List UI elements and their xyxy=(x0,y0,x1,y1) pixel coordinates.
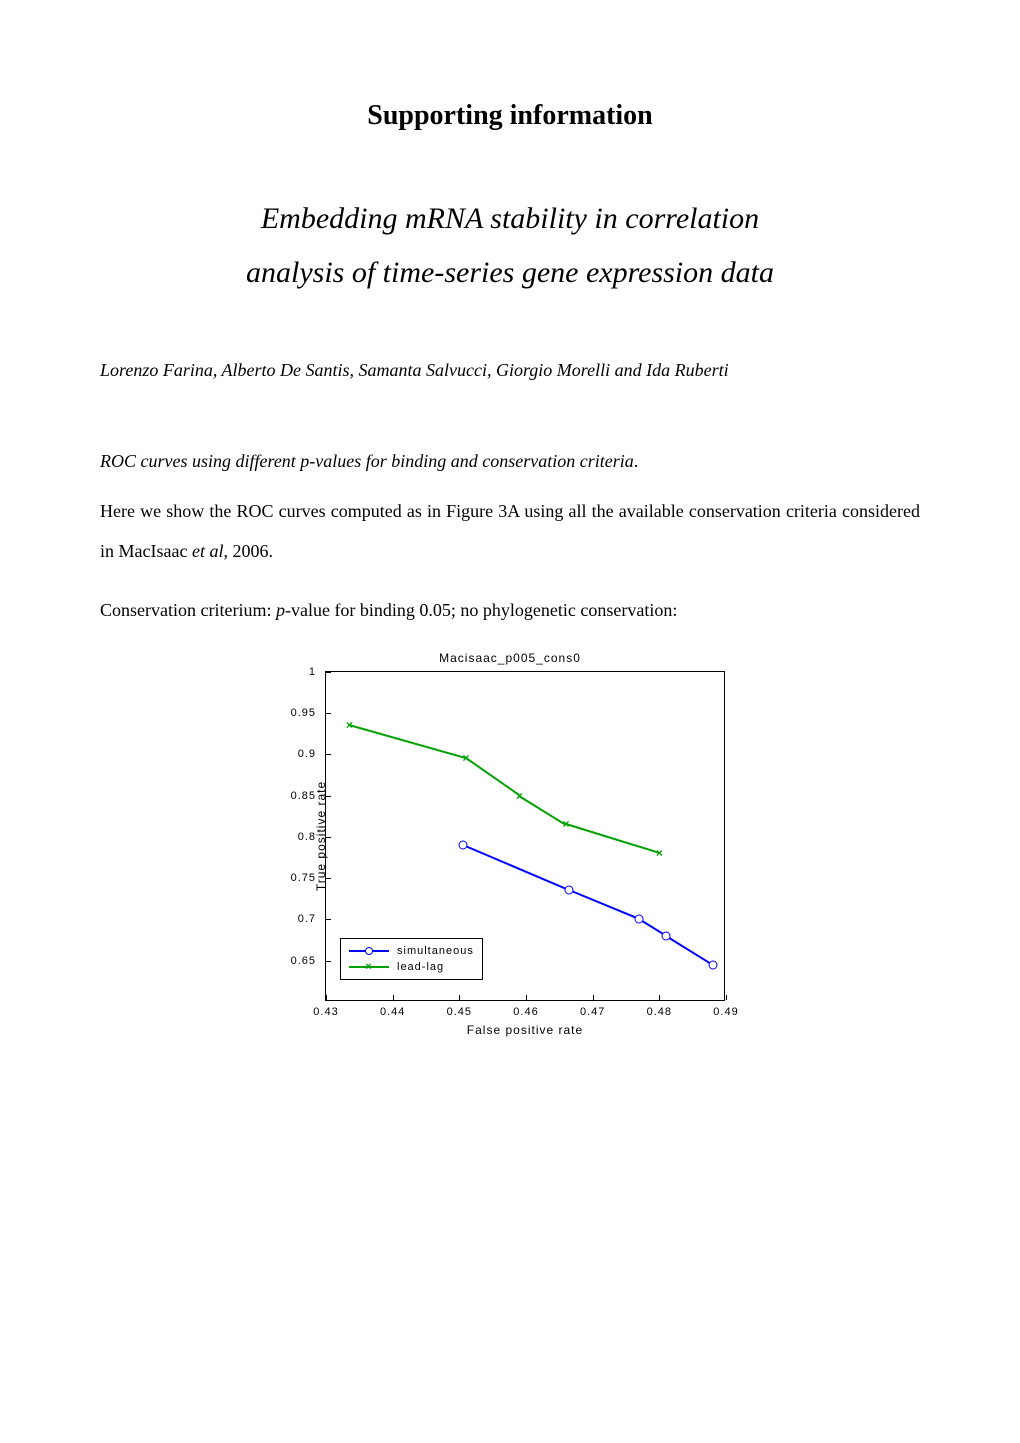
circle-marker xyxy=(708,960,717,969)
legend-line-sample: × xyxy=(349,966,389,968)
y-tick-mark xyxy=(326,796,331,797)
x-tick-label: 0.47 xyxy=(580,1006,605,1018)
legend-line-sample xyxy=(349,950,389,952)
circle-marker xyxy=(662,931,671,940)
legend-label: lead-lag xyxy=(397,961,444,973)
x-tick-label: 0.45 xyxy=(447,1006,472,1018)
paper-title: Embedding mRNA stability in correlation … xyxy=(100,192,920,300)
x-marker: × xyxy=(561,819,571,829)
x-tick-label: 0.44 xyxy=(380,1006,405,1018)
x-marker: × xyxy=(461,753,471,763)
p2-part-b: -value for binding 0.05; no phylogenetic… xyxy=(285,600,677,620)
y-tick-label: 0.75 xyxy=(271,872,316,884)
section-heading-text: ROC curves using different p-values for … xyxy=(100,451,634,471)
y-tick-mark xyxy=(326,961,331,962)
x-tick-label: 0.49 xyxy=(713,1006,738,1018)
x-tick-mark xyxy=(326,995,327,1000)
paragraph-2: Conservation criterium: p-value for bind… xyxy=(100,591,920,631)
roc-chart: Macisaac_p005_cons0 True positive rate 0… xyxy=(270,651,750,1061)
x-tick-mark xyxy=(393,995,394,1000)
p2-part-a: Conservation criterium: xyxy=(100,600,276,620)
y-tick-mark xyxy=(326,754,331,755)
legend-circle-icon xyxy=(365,947,373,955)
legend-label: simultaneous xyxy=(397,945,474,957)
p1-part-b: , 2006. xyxy=(223,541,273,561)
page-heading: Supporting information xyxy=(100,100,920,132)
series-segment xyxy=(465,758,519,797)
x-marker: × xyxy=(654,848,664,858)
y-tick-mark xyxy=(326,878,331,879)
x-marker: × xyxy=(514,791,524,801)
y-tick-label: 0.65 xyxy=(271,955,316,967)
legend-x-icon: × xyxy=(365,961,372,973)
x-tick-mark xyxy=(459,995,460,1000)
x-marker: × xyxy=(344,720,354,730)
series-segment xyxy=(462,844,569,891)
chart-title: Macisaac_p005_cons0 xyxy=(270,651,750,665)
series-segment xyxy=(519,795,567,826)
x-tick-mark xyxy=(726,995,727,1000)
chart-wrapper: Macisaac_p005_cons0 True positive rate 0… xyxy=(100,651,920,1061)
p1-ital: et al xyxy=(192,541,224,561)
series-segment xyxy=(665,935,713,966)
x-tick-mark xyxy=(659,995,660,1000)
y-tick-label: 0.9 xyxy=(271,748,316,760)
x-tick-mark xyxy=(526,995,527,1000)
x-axis-label: False positive rate xyxy=(325,1023,725,1037)
legend-row: simultaneous xyxy=(349,943,474,959)
y-axis-label: True positive rate xyxy=(314,781,328,891)
y-tick-mark xyxy=(326,672,331,673)
series-segment xyxy=(569,889,640,920)
y-tick-label: 0.95 xyxy=(271,707,316,719)
y-tick-mark xyxy=(326,919,331,920)
p2-ital: p xyxy=(276,600,285,620)
section-heading: ROC curves using different p-values for … xyxy=(100,451,920,472)
legend: simultaneous × lead-lag xyxy=(340,938,483,980)
x-tick-mark xyxy=(593,995,594,1000)
circle-marker xyxy=(565,886,574,895)
legend-row: × lead-lag xyxy=(349,959,474,975)
y-tick-mark xyxy=(326,713,331,714)
y-tick-mark xyxy=(326,837,331,838)
title-line-2: analysis of time-series gene expression … xyxy=(246,256,774,289)
plot-area: True positive rate 0.650.70.750.80.850.9… xyxy=(325,671,725,1001)
series-segment xyxy=(566,823,660,854)
y-tick-label: 0.7 xyxy=(271,913,316,925)
x-tick-label: 0.48 xyxy=(647,1006,672,1018)
title-line-1: Embedding mRNA stability in correlation xyxy=(261,202,759,235)
y-tick-label: 0.8 xyxy=(271,831,316,843)
x-tick-label: 0.46 xyxy=(513,1006,538,1018)
series-segment xyxy=(349,724,466,759)
x-tick-label: 0.43 xyxy=(313,1006,338,1018)
paragraph-1: Here we show the ROC curves computed as … xyxy=(100,492,920,571)
y-tick-label: 0.85 xyxy=(271,790,316,802)
circle-marker xyxy=(458,841,467,850)
y-tick-label: 1 xyxy=(271,666,316,678)
authors-line: Lorenzo Farina, Alberto De Santis, Saman… xyxy=(100,360,920,381)
circle-marker xyxy=(635,915,644,924)
